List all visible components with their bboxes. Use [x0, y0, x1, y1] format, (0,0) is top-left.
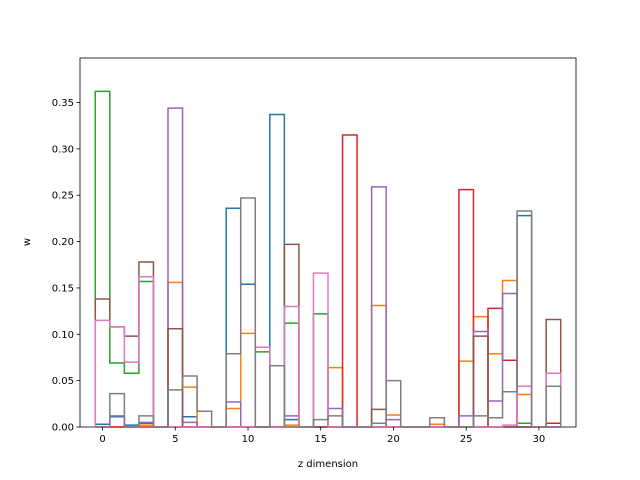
- x-tick-label: 10: [242, 434, 255, 445]
- series-8-line: [95, 197, 562, 428]
- y-tick-label: 0.00: [52, 423, 74, 434]
- y-axis-ticks: 0.00 0.05 0.10 0.15 0.20 0.25 0.30 0.35: [52, 98, 80, 434]
- y-tick-label: 0.25: [52, 191, 74, 202]
- x-tick-label: 25: [460, 434, 473, 445]
- y-tick-label: 0.30: [52, 144, 74, 155]
- y-tick-label: 0.20: [52, 237, 74, 248]
- y-axis-label: w: [22, 238, 33, 246]
- x-tick-label: 20: [387, 434, 400, 445]
- y-tick-label: 0.15: [52, 283, 74, 294]
- x-axis-label: z dimension: [298, 459, 358, 470]
- y-tick-label: 0.05: [52, 376, 74, 387]
- y-tick-label: 0.10: [52, 330, 74, 341]
- x-tick-label: 30: [533, 434, 546, 445]
- x-tick-label: 15: [314, 434, 327, 445]
- x-tick-label: 0: [99, 434, 105, 445]
- y-tick-label: 0.35: [52, 98, 74, 109]
- x-axis-ticks: 0 5 10 15 20 25 30: [99, 427, 545, 445]
- x-tick-label: 5: [172, 434, 178, 445]
